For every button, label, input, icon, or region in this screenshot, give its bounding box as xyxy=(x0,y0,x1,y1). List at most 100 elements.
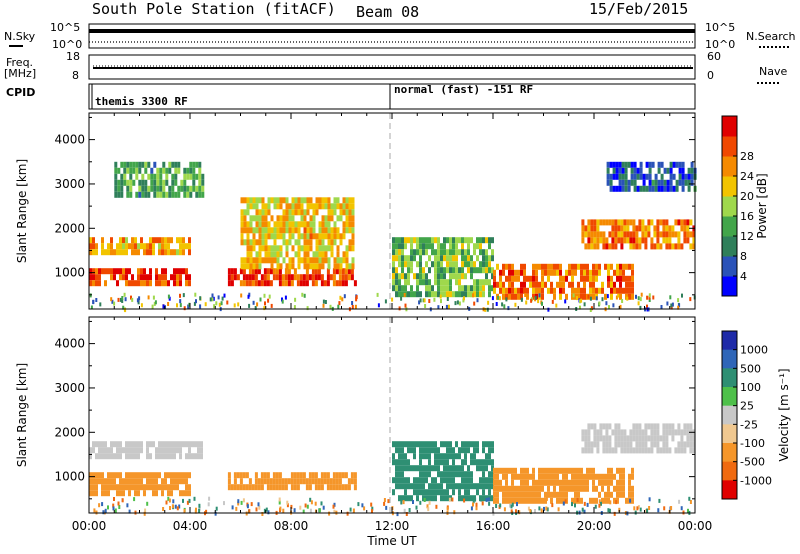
data-cell xyxy=(452,273,455,280)
data-cell xyxy=(520,281,523,288)
noise-cell xyxy=(263,293,266,298)
data-cell xyxy=(131,484,134,491)
data-cell xyxy=(458,471,461,478)
data-cell xyxy=(317,478,321,485)
data-cell xyxy=(638,447,642,454)
data-cell xyxy=(514,473,517,480)
data-cell xyxy=(586,485,589,492)
data-cell xyxy=(428,471,431,478)
noise-cell xyxy=(223,501,225,506)
data-cell xyxy=(458,249,461,256)
data-cell xyxy=(479,291,482,298)
data-cell xyxy=(686,225,690,232)
power-colorbar-frame xyxy=(721,115,738,297)
data-cell xyxy=(482,441,485,448)
data-cell xyxy=(592,293,595,300)
data-cell xyxy=(455,471,458,478)
data-cell xyxy=(632,243,636,250)
data-cell xyxy=(351,227,355,234)
data-cell xyxy=(335,478,339,485)
data-cell xyxy=(254,274,258,281)
data-cell xyxy=(341,472,345,479)
noise-cell xyxy=(666,301,669,306)
data-cell xyxy=(353,280,357,287)
data-cell xyxy=(517,287,520,294)
data-cell xyxy=(242,268,246,275)
data-cell xyxy=(671,225,675,232)
data-cell xyxy=(410,249,413,256)
data-cell xyxy=(258,209,262,216)
data-cell xyxy=(188,472,191,479)
data-cell xyxy=(161,280,164,287)
data-cell xyxy=(140,447,143,454)
data-region xyxy=(392,237,494,298)
noise-cell xyxy=(400,296,403,301)
data-cell xyxy=(248,274,252,281)
data-cell xyxy=(345,245,349,252)
data-cell xyxy=(419,279,422,286)
data-cell xyxy=(425,477,428,484)
data-cell xyxy=(114,167,118,174)
y-tick-label: 1000 xyxy=(54,470,85,484)
data-cell xyxy=(300,257,304,264)
data-cell xyxy=(662,429,666,436)
data-cell xyxy=(278,280,282,287)
data-cell xyxy=(404,285,407,292)
data-cell xyxy=(419,273,422,280)
data-cell xyxy=(581,225,585,232)
data-cell xyxy=(553,485,556,492)
data-cell xyxy=(692,243,696,250)
data-cell xyxy=(610,293,613,300)
data-cell xyxy=(520,485,523,492)
data-cell xyxy=(410,237,413,244)
data-cell xyxy=(446,459,449,466)
data-region xyxy=(89,237,191,256)
data-cell xyxy=(690,173,694,180)
data-cell xyxy=(260,274,264,281)
data-cell xyxy=(529,275,532,282)
data-cell xyxy=(122,237,125,244)
data-cell xyxy=(479,249,482,256)
data-cell xyxy=(623,435,627,442)
data-cell xyxy=(632,225,636,232)
data-cell xyxy=(164,268,167,275)
noise-cell xyxy=(423,498,426,502)
noise-cell xyxy=(258,505,261,510)
noise-cell xyxy=(619,304,622,309)
data-cell xyxy=(482,249,485,256)
noise-cell xyxy=(660,305,663,309)
data-cell xyxy=(574,479,577,486)
data-cell xyxy=(568,485,571,492)
data-cell xyxy=(520,293,523,300)
data-cell xyxy=(174,191,178,198)
noise-cell xyxy=(635,294,637,299)
data-cell xyxy=(598,479,601,486)
data-cell xyxy=(648,173,652,180)
data-cell xyxy=(401,477,404,484)
data-cell xyxy=(662,231,666,238)
data-cell xyxy=(461,285,464,292)
data-cell xyxy=(668,429,672,436)
noise-cell xyxy=(124,297,127,302)
noise-cell xyxy=(154,300,157,305)
data-cell xyxy=(590,225,594,232)
data-cell xyxy=(425,249,428,256)
data-cell xyxy=(532,491,535,498)
data-cell xyxy=(128,268,131,275)
noise-cell xyxy=(186,500,189,505)
data-cell xyxy=(119,472,122,479)
data-cell xyxy=(161,484,164,491)
data-cell xyxy=(398,279,401,286)
data-cell xyxy=(348,203,352,210)
data-cell xyxy=(272,478,276,485)
data-cell xyxy=(278,484,282,491)
data-cell xyxy=(149,484,152,491)
data-cell xyxy=(173,478,176,485)
data-cell xyxy=(155,447,158,454)
data-cell xyxy=(342,251,346,258)
noise-cell xyxy=(167,294,170,299)
data-cell xyxy=(452,291,455,298)
data-cell xyxy=(413,441,416,448)
data-cell xyxy=(351,233,355,240)
